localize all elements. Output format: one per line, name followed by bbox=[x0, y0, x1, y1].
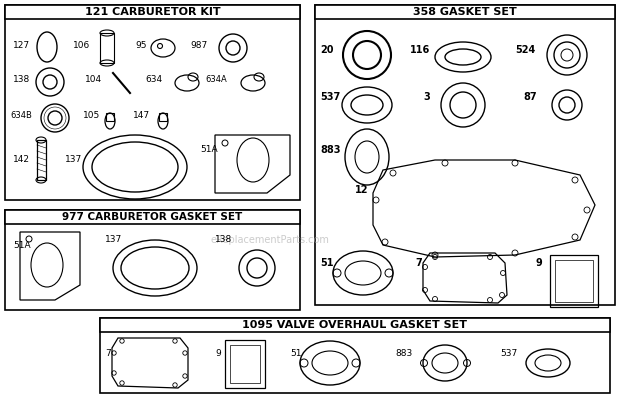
Text: 537: 537 bbox=[500, 349, 517, 358]
Text: 105: 105 bbox=[83, 110, 100, 119]
Text: 634: 634 bbox=[145, 75, 162, 85]
Text: 142: 142 bbox=[13, 156, 30, 164]
Text: 7: 7 bbox=[415, 258, 422, 268]
Bar bbox=[5, 210, 300, 310]
Text: 116: 116 bbox=[410, 45, 430, 55]
Bar bbox=[159, 113, 167, 121]
Bar bbox=[106, 113, 114, 121]
Bar bbox=[100, 33, 114, 63]
Bar bbox=[230, 345, 260, 383]
Text: 358 GASKET SET: 358 GASKET SET bbox=[413, 7, 517, 17]
Text: 12: 12 bbox=[355, 185, 368, 195]
Bar bbox=[100, 318, 610, 332]
Text: 9: 9 bbox=[535, 258, 542, 268]
Bar bbox=[5, 5, 300, 200]
Text: 883: 883 bbox=[320, 145, 340, 155]
Text: 106: 106 bbox=[73, 40, 91, 50]
Bar bbox=[315, 5, 615, 305]
Text: 20: 20 bbox=[320, 45, 334, 55]
Text: 883: 883 bbox=[395, 349, 412, 358]
Text: 104: 104 bbox=[85, 75, 102, 85]
Text: 147: 147 bbox=[133, 110, 150, 119]
Bar bbox=[225, 340, 265, 388]
Text: 87: 87 bbox=[523, 92, 537, 102]
Text: 137: 137 bbox=[105, 235, 122, 245]
Text: 51: 51 bbox=[320, 258, 334, 268]
Text: 127: 127 bbox=[13, 40, 30, 50]
Text: 7: 7 bbox=[105, 349, 111, 358]
Text: 524: 524 bbox=[515, 45, 535, 55]
Text: 95: 95 bbox=[135, 40, 146, 50]
Text: 987: 987 bbox=[190, 40, 207, 50]
Text: 977 CARBURETOR GASKET SET: 977 CARBURETOR GASKET SET bbox=[63, 212, 242, 222]
Bar bbox=[550, 255, 598, 307]
Text: 51: 51 bbox=[290, 349, 301, 358]
Text: 51A: 51A bbox=[200, 145, 218, 154]
Text: 537: 537 bbox=[320, 92, 340, 102]
Text: 137: 137 bbox=[65, 156, 82, 164]
Text: 634B: 634B bbox=[10, 110, 32, 119]
Bar bbox=[37, 140, 46, 180]
Text: 138: 138 bbox=[13, 75, 30, 85]
Bar bbox=[5, 210, 300, 224]
Bar bbox=[315, 5, 615, 19]
Text: 121 CARBURETOR KIT: 121 CARBURETOR KIT bbox=[85, 7, 220, 17]
Bar bbox=[555, 260, 593, 302]
Text: 634A: 634A bbox=[205, 75, 227, 85]
Text: 9: 9 bbox=[215, 349, 221, 358]
Bar bbox=[100, 318, 610, 393]
Text: 51A: 51A bbox=[13, 241, 30, 249]
Text: 3: 3 bbox=[423, 92, 430, 102]
Text: 138: 138 bbox=[215, 235, 232, 245]
Text: eReplacementParts.com: eReplacementParts.com bbox=[211, 235, 329, 245]
Bar bbox=[5, 5, 300, 19]
Text: 1095 VALVE OVERHAUL GASKET SET: 1095 VALVE OVERHAUL GASKET SET bbox=[242, 320, 467, 330]
